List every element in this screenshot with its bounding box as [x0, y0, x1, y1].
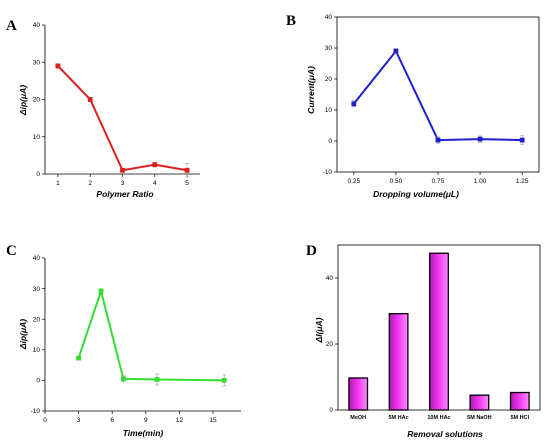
data-point — [121, 376, 126, 382]
x-axis-label: Dropping volume(μL) — [373, 189, 459, 199]
x-tick-label: 9 — [144, 417, 148, 424]
y-tick-label: 0 — [36, 171, 40, 178]
data-point — [152, 162, 158, 168]
bar — [469, 394, 490, 411]
bar — [388, 312, 409, 411]
x-tick-label: 1.25 — [516, 178, 529, 185]
series-line — [353, 49, 523, 142]
y-axis-label: ΔI(μA) — [314, 317, 324, 343]
data-point — [351, 101, 357, 107]
y-tick-label: 30 — [33, 59, 41, 66]
y-tick-label: -10 — [31, 408, 41, 415]
series-line — [77, 287, 225, 382]
plot-frame — [336, 16, 540, 173]
y-tick-label: 20 — [325, 76, 333, 83]
y-tick-label: 20 — [326, 341, 334, 348]
x-tick-label: 3 — [121, 180, 125, 187]
x-tick-label: 15 — [209, 417, 217, 424]
x-tick-label: 1 — [56, 180, 60, 187]
x-tick-label: 0.50 — [390, 178, 403, 185]
marks — [348, 252, 530, 411]
y-tick-label: 40 — [33, 255, 41, 262]
x-tick-label: 12 — [176, 417, 184, 424]
bar — [348, 377, 369, 411]
data-point — [393, 48, 399, 54]
x-axis-label: Time(min) — [123, 428, 164, 438]
marks — [76, 287, 227, 387]
x-axis-label: Removal solutions — [407, 429, 483, 439]
data-point — [87, 97, 93, 102]
y-tick-label: 40 — [325, 14, 333, 21]
y-tick-label: 40 — [326, 275, 334, 282]
panel-b: B -10 0 10 20 30 40 0.25 0.50 0.75 1.00 1.25 Dropp… — [286, 13, 540, 199]
data-point — [435, 137, 441, 143]
y-tick-label: 20 — [33, 97, 41, 104]
data-point — [477, 136, 483, 142]
x-tick-label: 2 — [88, 180, 92, 187]
y-tick-label: 10 — [33, 347, 41, 354]
data-point — [76, 355, 81, 361]
x-tick-label: 1.00 — [474, 178, 487, 185]
panel-a: A 0 10 20 30 40 1 2 3 4 5 Polymer Ratio Δip(μA) — [6, 18, 200, 199]
data-point — [120, 167, 125, 173]
x-tick-label: 4 — [153, 180, 157, 187]
y-axis-label: Current(μA) — [306, 66, 316, 114]
y-axis-label: Δip(μA) — [18, 85, 28, 116]
y-tick-label: 30 — [33, 286, 41, 293]
data-point — [221, 378, 227, 383]
y-tick-label: 0 — [329, 407, 333, 414]
data-point — [55, 63, 61, 69]
x-tick-label: 5 — [185, 180, 189, 187]
x-tick-label: 10M HAc — [427, 415, 450, 421]
x-axis-label: Polymer Ratio — [96, 189, 153, 199]
x-tick-label: 5M NaOH — [467, 415, 491, 421]
data-point — [519, 137, 525, 143]
bar — [429, 252, 449, 411]
y-tick-label: 10 — [33, 134, 41, 141]
data-point — [184, 167, 190, 173]
x-tick-label: MeOH — [350, 415, 366, 421]
y-tick-label: 40 — [33, 22, 41, 29]
data-point — [98, 288, 104, 294]
bar — [509, 391, 530, 411]
panel-letter: A — [6, 18, 17, 34]
y-tick-label: 0 — [36, 378, 40, 385]
x-tick-label: 0.25 — [348, 178, 361, 185]
x-tick-label: 3 — [77, 417, 81, 424]
panel-letter: D — [306, 243, 317, 259]
y-tick-label: -10 — [323, 169, 333, 176]
y-tick-label: 0 — [328, 138, 332, 145]
marks — [351, 48, 525, 146]
x-tick-label: 5M HAc — [389, 415, 409, 421]
y-tick-label: 30 — [325, 45, 333, 52]
y-tick-label: 10 — [325, 107, 333, 114]
x-tick-label: 5M HCl — [510, 415, 529, 421]
x-tick-label: 0.75 — [432, 178, 445, 185]
axes: -10 0 10 20 30 40 0.25 0.50 0.75 1.00 1.25 — [323, 14, 540, 185]
marks — [55, 63, 190, 178]
x-tick-label: 6 — [110, 417, 114, 424]
axes: 0 10 20 30 40 1 2 3 4 5 — [33, 22, 200, 187]
series-line — [57, 65, 188, 172]
panel-letter: C — [6, 243, 17, 259]
y-axis-label: Δip(μA) — [18, 319, 28, 350]
x-tick-label: 0 — [43, 417, 47, 424]
panel-letter: B — [286, 13, 296, 29]
y-tick-label: 20 — [33, 316, 41, 323]
panel-d: D 0 20 40 MeOH 5M HAc 10M HAc 5M NaOH 5M HCl Re… — [306, 243, 541, 439]
data-point — [154, 377, 160, 382]
